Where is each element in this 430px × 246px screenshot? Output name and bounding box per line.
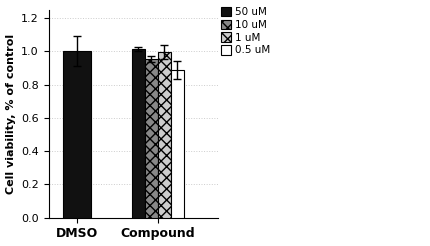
Y-axis label: Cell viability, % of control: Cell viability, % of control <box>6 34 15 194</box>
Bar <box>132 49 145 218</box>
Bar <box>158 52 171 218</box>
Bar <box>145 59 158 218</box>
Bar <box>171 70 184 218</box>
Bar <box>63 51 91 218</box>
Legend: 50 uM, 10 uM, 1 uM, 0.5 uM: 50 uM, 10 uM, 1 uM, 0.5 uM <box>218 5 273 58</box>
